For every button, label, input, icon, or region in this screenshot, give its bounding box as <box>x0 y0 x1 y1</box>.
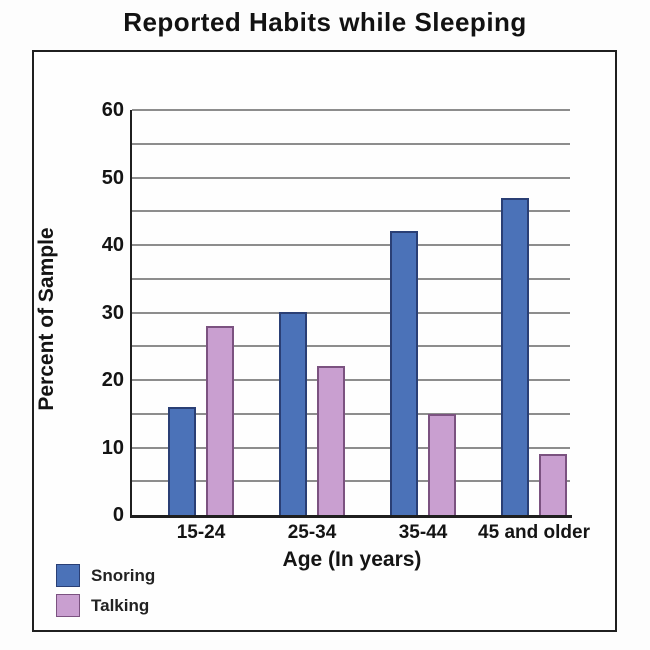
bar-talking-25-34 <box>317 366 345 515</box>
y-tick-label-40: 40 <box>101 234 124 256</box>
x-tick-label-35-44: 35-44 <box>398 522 448 543</box>
x-axis-title: Age (In years) <box>282 548 422 571</box>
x-axis-tick-labels: 15-24 25-34 35-44 45 and older <box>132 522 590 546</box>
legend-item-talking: Talking <box>56 594 155 617</box>
gridline-50 <box>132 176 570 179</box>
bar-snoring-25-34 <box>279 312 307 515</box>
bar-talking-45-and-older <box>539 454 567 515</box>
gridline-10 <box>132 446 570 449</box>
bar-talking-15-24 <box>206 326 234 515</box>
y-tick-label-20: 20 <box>101 369 124 391</box>
gridline-60 <box>132 109 570 111</box>
x-tick-label-45-and-older: 45 and older <box>478 522 590 543</box>
gridline-25 <box>132 345 570 348</box>
chart-title: Reported Habits while Sleeping <box>123 7 527 37</box>
bar-snoring-45-and-older <box>501 198 529 515</box>
y-axis-tick-labels: 0 10 20 30 40 50 60 <box>54 99 124 526</box>
legend-label-snoring: Snoring <box>91 565 156 585</box>
bar-talking-35-44 <box>428 414 456 515</box>
y-tick-label-10: 10 <box>101 436 124 459</box>
bar-snoring-35-44 <box>390 231 418 515</box>
gridline-40 <box>132 244 570 246</box>
gridline-5 <box>132 480 570 483</box>
legend-swatch-snoring <box>56 564 80 587</box>
legend-swatch-talking <box>56 594 80 617</box>
legend-item-snoring: Snoring <box>56 564 155 587</box>
gridline-20 <box>132 379 570 381</box>
legend-label-talking: Talking <box>91 595 150 615</box>
y-tick-label-0: 0 <box>112 504 124 526</box>
gridline-55 <box>132 142 570 145</box>
plot-area <box>130 109 572 518</box>
gridline-15 <box>132 412 570 415</box>
gridline-30 <box>132 311 570 314</box>
gridline-45 <box>132 210 570 213</box>
y-tick-label-30: 30 <box>101 301 124 324</box>
y-tick-label-50: 50 <box>101 166 124 189</box>
bar-snoring-15-24 <box>168 407 196 515</box>
x-tick-label-25-34: 25-34 <box>287 522 337 543</box>
chart-frame: Percent of Sample 0 10 20 30 40 50 60 15-24 25-… <box>32 50 617 632</box>
legend: Snoring Talking <box>56 564 155 624</box>
x-tick-label-15-24: 15-24 <box>176 522 226 543</box>
y-tick-label-60: 60 <box>101 99 124 121</box>
gridline-35 <box>132 277 570 280</box>
